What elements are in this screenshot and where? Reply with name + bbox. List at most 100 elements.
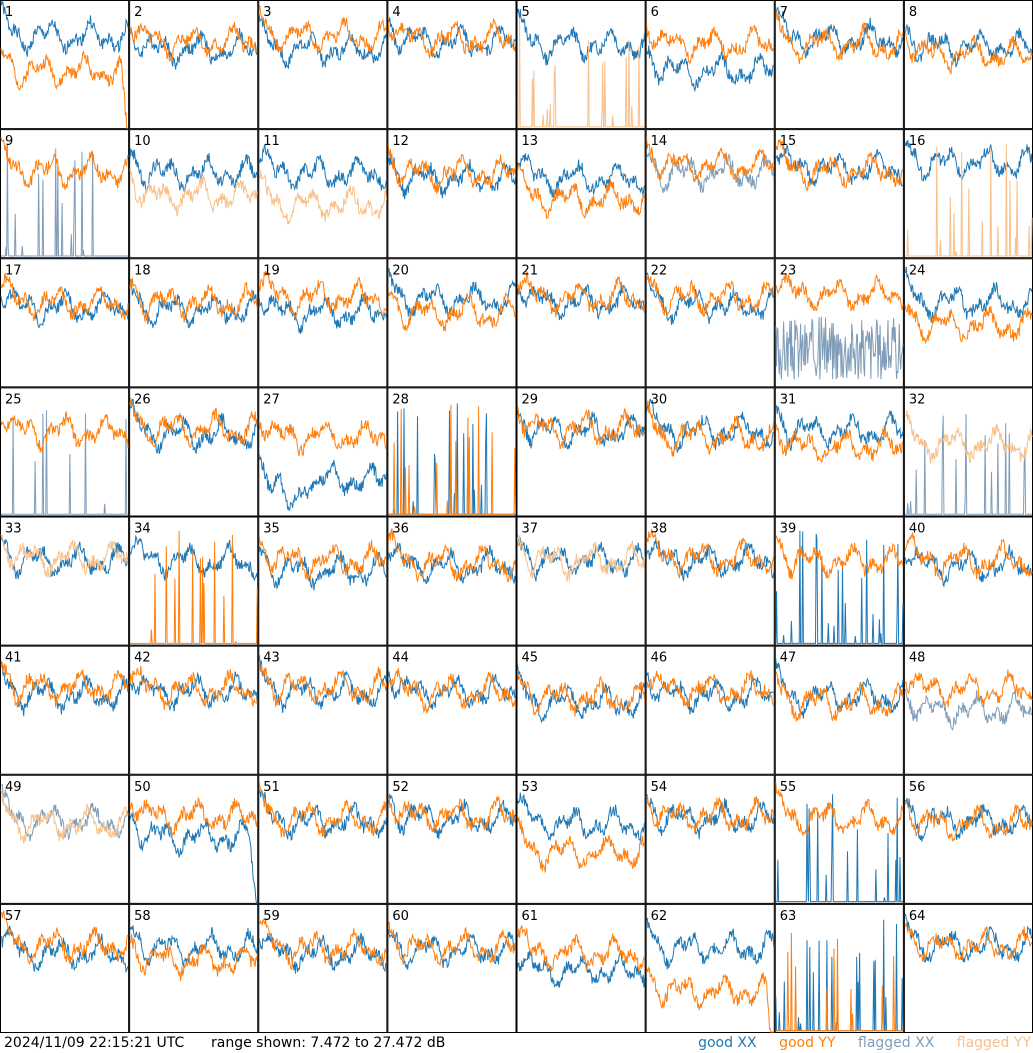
panel-55: 55 — [774, 774, 904, 904]
panel-7: 7 — [774, 0, 904, 130]
series-xx — [129, 279, 258, 329]
panel-label: 60 — [392, 909, 409, 924]
panel-frame — [903, 903, 1033, 1033]
series-xx — [129, 398, 258, 455]
panel-label: 39 — [780, 522, 797, 537]
panel-28: 28 — [387, 387, 517, 517]
series-xx — [387, 268, 516, 321]
panel-frame — [0, 903, 130, 1033]
series-xx — [775, 794, 903, 903]
series-xx — [1, 144, 129, 257]
panel-label: 20 — [392, 263, 409, 278]
series-yy — [904, 800, 1033, 842]
panel-label: 56 — [909, 780, 926, 795]
panel-frame — [645, 774, 775, 904]
panel-11: 11 — [258, 129, 388, 259]
panel-59: 59 — [258, 903, 388, 1033]
panel-frame — [0, 516, 130, 646]
panel-label: 25 — [5, 392, 22, 407]
panel-label: 63 — [780, 909, 797, 924]
series-yy — [258, 270, 387, 319]
panel-25: 25 — [0, 387, 130, 517]
panel-label: 9 — [5, 134, 13, 149]
series-xx — [129, 147, 258, 195]
panel-22: 22 — [645, 258, 775, 388]
series-xx — [129, 534, 258, 582]
panel-frame — [645, 129, 775, 259]
series-yy — [129, 277, 258, 323]
series-yy — [387, 921, 516, 967]
series-yy — [646, 22, 775, 65]
panel-frame — [387, 903, 517, 1033]
panel-label: 55 — [780, 780, 797, 795]
series-yy — [129, 665, 258, 710]
panel-44: 44 — [387, 645, 517, 775]
series-xx — [517, 153, 646, 199]
panel-label: 42 — [134, 651, 151, 666]
series-xx — [904, 266, 1033, 323]
series-yy — [646, 670, 775, 707]
panel-4: 4 — [387, 0, 517, 130]
series-yy — [775, 932, 903, 1032]
legend-flagged-xx: flagged XX — [858, 1035, 935, 1051]
panel-13: 13 — [516, 129, 646, 259]
series-xx — [646, 151, 775, 194]
panel-43: 43 — [258, 645, 388, 775]
range-text: range shown: 7.472 to 27.472 dB — [211, 1035, 446, 1051]
series-yy — [258, 781, 387, 838]
panel-36: 36 — [387, 516, 517, 646]
panel-48: 48 — [903, 645, 1033, 775]
series-yy — [387, 18, 516, 59]
series-yy — [258, 170, 387, 226]
series-yy — [258, 420, 387, 457]
series-yy — [904, 669, 1033, 708]
panel-37: 37 — [516, 516, 646, 646]
panel-label: 52 — [392, 780, 409, 795]
panel-frame — [258, 258, 388, 388]
series-xx — [646, 45, 774, 93]
panel-1: 1 — [0, 0, 130, 130]
panel-label: 59 — [263, 909, 280, 924]
panel-61: 61 — [516, 903, 646, 1033]
panel-35: 35 — [258, 516, 388, 646]
panel-frame — [516, 0, 646, 130]
panel-frame — [774, 774, 904, 904]
panel-frame — [903, 0, 1033, 130]
series-xx — [129, 27, 258, 70]
series-xx — [517, 283, 646, 321]
panel-frame — [129, 645, 259, 775]
panel-51: 51 — [258, 774, 388, 904]
footer: 2024/11/09 22:15:21 UTC range shown: 7.4… — [0, 1033, 1033, 1053]
series-yy — [387, 795, 516, 833]
series-xx — [258, 454, 387, 512]
panel-39: 39 — [774, 516, 904, 646]
series-yy — [517, 407, 646, 450]
series-yy — [258, 5, 387, 55]
panel-label: 1 — [5, 5, 13, 20]
panel-45: 45 — [516, 645, 646, 775]
series-yy — [517, 813, 646, 873]
panel-31: 31 — [774, 387, 904, 517]
legend-flagged-yy: flagged YY — [956, 1035, 1031, 1051]
series-xx — [0, 287, 129, 328]
panel-16: 16 — [903, 129, 1033, 259]
panel-42: 42 — [129, 645, 259, 775]
panel-frame — [258, 774, 388, 904]
series-xx — [129, 925, 258, 967]
panel-label: 50 — [134, 780, 151, 795]
panel-frame — [258, 645, 388, 775]
panel-label: 27 — [263, 392, 280, 407]
panel-label: 47 — [780, 651, 797, 666]
panel-58: 58 — [129, 903, 259, 1033]
panel-frame — [774, 387, 904, 517]
series-yy — [387, 144, 516, 194]
series-yy — [387, 667, 516, 714]
panel-30: 30 — [645, 387, 775, 517]
series-yy — [129, 397, 258, 449]
panel-label: 31 — [780, 392, 797, 407]
series-yy — [387, 290, 516, 332]
panel-frame — [387, 129, 517, 259]
panel-57: 57 — [0, 903, 130, 1033]
panel-label: 44 — [392, 651, 409, 666]
panel-frame — [774, 129, 904, 259]
